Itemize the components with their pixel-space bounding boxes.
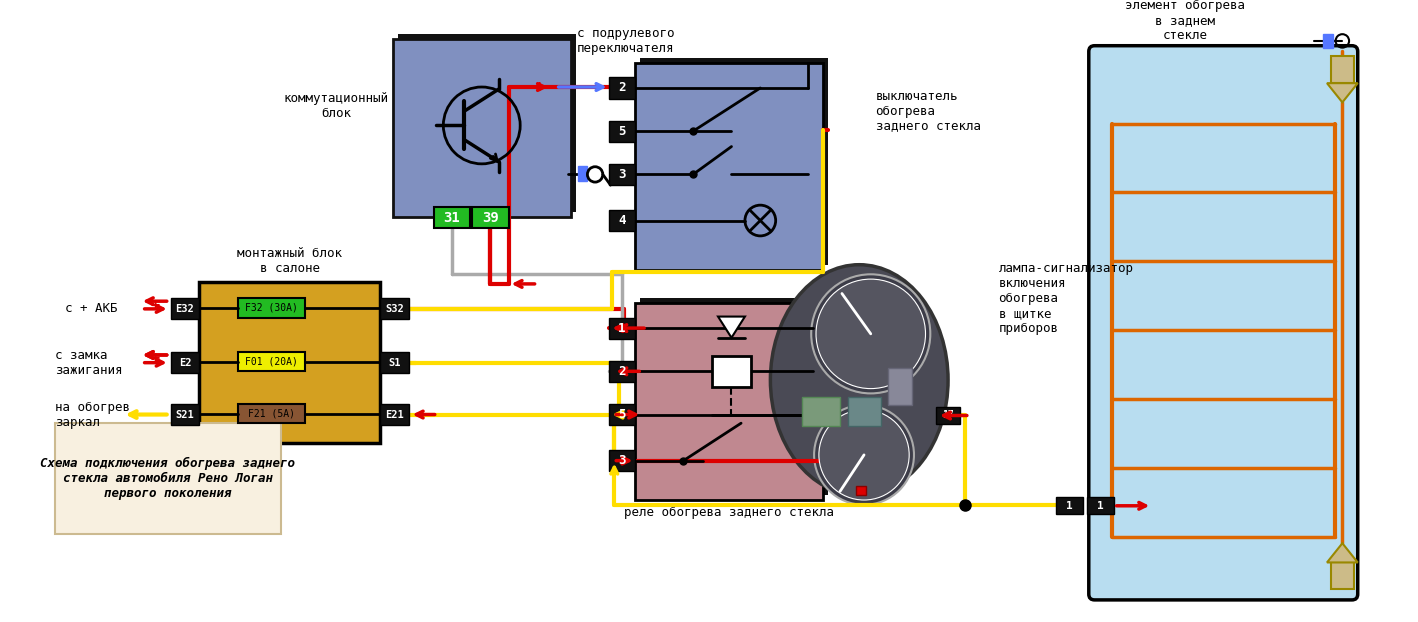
Polygon shape	[1327, 83, 1357, 103]
Text: монтажный блок
в салоне: монтажный блок в салоне	[237, 247, 342, 275]
Text: с подрулевого
переключателя: с подрулевого переключателя	[577, 27, 675, 55]
Text: F21 (5A): F21 (5A)	[248, 409, 295, 419]
Text: с замка
зажигания: с замка зажигания	[55, 349, 123, 377]
Bar	[1332, 562, 1354, 589]
Circle shape	[811, 274, 930, 393]
Text: выключатель
обогрева
заднего стекла: выключатель обогрева заднего стекла	[875, 90, 981, 132]
Text: с + АКБ: с + АКБ	[65, 302, 118, 315]
Bar	[472, 207, 509, 228]
Bar	[380, 299, 408, 320]
FancyBboxPatch shape	[1089, 45, 1357, 600]
Text: +: +	[150, 297, 160, 312]
Text: E32: E32	[176, 304, 194, 314]
Text: коммутационный
блок: коммутационный блок	[284, 92, 389, 120]
Bar	[936, 407, 960, 424]
Text: 5: 5	[618, 408, 625, 421]
Bar	[888, 368, 912, 405]
Text: 1: 1	[1098, 501, 1103, 511]
Ellipse shape	[770, 265, 949, 495]
Bar	[238, 352, 305, 371]
Bar	[608, 450, 635, 471]
Bar	[608, 164, 635, 185]
Text: F32 (30A): F32 (30A)	[245, 303, 298, 313]
Text: 1: 1	[1066, 501, 1073, 511]
Bar	[608, 361, 635, 382]
Bar	[801, 397, 839, 426]
Text: реле обогрева заднего стекла: реле обогрева заднего стекла	[624, 506, 834, 519]
Bar	[170, 299, 200, 320]
Text: +: +	[150, 351, 160, 366]
Text: 2: 2	[618, 365, 625, 378]
Text: на обогрев
заркал: на обогрев заркал	[55, 401, 130, 429]
Text: 1: 1	[618, 322, 625, 335]
Text: E2: E2	[179, 358, 191, 368]
Text: F01 (20A): F01 (20A)	[245, 356, 298, 367]
Bar	[635, 63, 822, 269]
Text: +: +	[535, 80, 545, 95]
Circle shape	[815, 279, 926, 389]
Bar	[1323, 34, 1333, 48]
Bar	[1086, 497, 1113, 514]
Text: S21: S21	[176, 409, 194, 419]
Text: 4: 4	[618, 214, 625, 227]
Text: S32: S32	[384, 304, 404, 314]
Text: E21: E21	[384, 409, 404, 419]
Bar	[170, 404, 200, 425]
Bar	[856, 486, 866, 495]
Bar	[238, 404, 305, 423]
Text: 31: 31	[444, 211, 461, 225]
Bar	[848, 397, 882, 426]
Bar	[1056, 497, 1083, 514]
Bar	[55, 423, 281, 534]
Text: 3: 3	[618, 454, 625, 467]
Text: 17: 17	[942, 411, 953, 420]
Text: 2: 2	[618, 81, 625, 95]
Text: S1: S1	[389, 358, 401, 368]
Text: Схема подключения обогрева заднего
стекла автомобиля Рено Логан
первого поколени: Схема подключения обогрева заднего стекл…	[40, 457, 295, 499]
Bar	[608, 317, 635, 338]
Text: элемент обогрева
в заднем
стекле: элемент обогрева в заднем стекле	[1124, 0, 1245, 42]
Circle shape	[818, 410, 909, 500]
Circle shape	[814, 405, 915, 505]
Bar	[608, 210, 635, 231]
Bar	[380, 404, 408, 425]
Bar	[641, 299, 828, 495]
Bar	[380, 352, 408, 373]
Bar	[398, 34, 576, 212]
Bar	[577, 166, 587, 181]
Bar	[238, 299, 305, 317]
Bar	[434, 207, 471, 228]
Text: 3: 3	[618, 168, 625, 181]
Polygon shape	[718, 317, 744, 338]
Bar	[170, 352, 200, 373]
Bar	[608, 121, 635, 142]
Bar	[200, 282, 380, 443]
Bar	[635, 303, 822, 500]
Bar	[641, 58, 828, 265]
Bar	[608, 77, 635, 98]
Bar	[712, 356, 750, 387]
Bar	[1332, 56, 1354, 83]
Bar	[393, 39, 571, 216]
Text: лампа-сигнализатор
включения
обогрева
в щитке
приборов: лампа-сигнализатор включения обогрева в …	[998, 262, 1133, 335]
Polygon shape	[1327, 543, 1357, 562]
Bar	[608, 404, 635, 425]
Text: 5: 5	[618, 124, 625, 137]
Text: 39: 39	[482, 211, 499, 225]
